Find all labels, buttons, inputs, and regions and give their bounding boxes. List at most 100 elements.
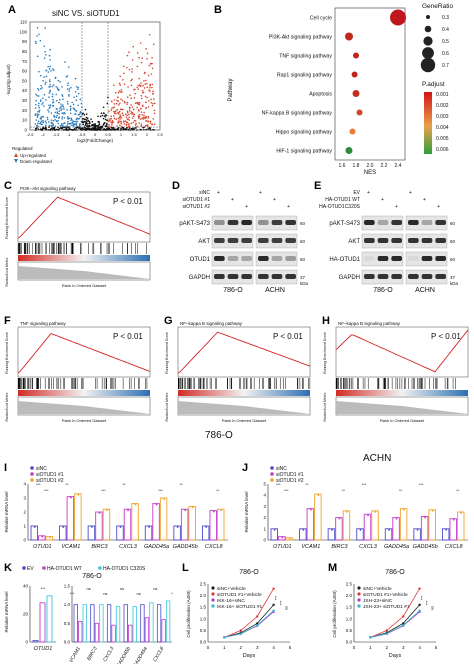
volcano-point (80, 115, 82, 118)
volcano-point (39, 74, 42, 77)
volcano-point (149, 122, 152, 124)
volcano-point (147, 106, 150, 108)
treatment-label: HA-OTUD1C320S (319, 204, 361, 210)
protein-band (421, 274, 433, 279)
volcano-point (53, 116, 56, 118)
volcano-point (36, 94, 38, 97)
x-tick-label: 4 (272, 645, 275, 650)
volcano-point (86, 123, 89, 125)
volcano-point (64, 112, 66, 115)
bar (149, 602, 154, 643)
significance-label: *** (36, 482, 41, 487)
volcano-point (100, 127, 103, 129)
volcano-point (140, 118, 142, 121)
volcano-point (58, 110, 61, 112)
volcano-point (146, 96, 148, 99)
volcano-point (35, 93, 37, 96)
volcano-point (73, 107, 75, 110)
volcano-point (42, 101, 44, 104)
volcano-point (102, 117, 105, 120)
pathway-label: TNF signaling pathway (279, 54, 332, 60)
bar (45, 536, 54, 541)
volcano-point (61, 124, 63, 126)
protein-band (214, 238, 225, 243)
volcano-point (34, 40, 37, 43)
rank-metric-area (18, 401, 150, 414)
kda-marker: 60 (450, 221, 456, 226)
significance-label: *** (279, 600, 284, 605)
x-tick-label: 0 (207, 645, 210, 650)
pathway-label: Hippo signaling pathway (276, 130, 333, 136)
volcano-point (149, 86, 151, 89)
volcano-point (85, 119, 88, 121)
volcano-point (126, 111, 129, 114)
volcano-point (63, 126, 65, 129)
volcano-point (120, 91, 122, 93)
volcano-point (132, 115, 135, 118)
panel-c: C PI3K–Akt signaling pathway P < 0.01 Runn… (0, 180, 165, 292)
bar-point (460, 512, 463, 514)
panel-b: B Cell cycle PI3K-Akt signaling pathway TN… (210, 0, 474, 176)
volcano-point (48, 111, 50, 113)
volcano-point (49, 83, 51, 86)
volcano-point (75, 122, 78, 125)
volcano-point (45, 75, 48, 78)
volcano-point (71, 101, 73, 104)
volcano-point (36, 26, 39, 29)
panel-f: F TNF signaling pathway P < 0.01 Running E… (0, 315, 165, 427)
volcano-point (119, 124, 121, 127)
volcano-point (68, 128, 71, 131)
panel-label-b: B (214, 4, 222, 16)
bar-point (452, 518, 455, 521)
volcano-point (145, 48, 147, 50)
volcano-point (49, 59, 51, 61)
volcano-point (125, 127, 128, 129)
rank-gradient-bar (18, 390, 150, 396)
y-axis-label: Running Enrichment Score (323, 332, 327, 374)
protein-band (241, 274, 252, 279)
bar (128, 624, 133, 643)
volcano-point (42, 116, 45, 118)
bar-point (309, 508, 312, 511)
cell-line-label: 786-O (385, 569, 405, 576)
volcano-point (43, 105, 45, 107)
bar-point (127, 509, 129, 512)
bar-point (388, 528, 390, 531)
volcano-point (94, 123, 96, 126)
enrichment-score-line (335, 329, 469, 373)
bar (87, 525, 96, 541)
volcano-point (111, 128, 114, 130)
color-legend-label: 0.005 (436, 136, 449, 142)
color-legend-label: 0.004 (436, 125, 449, 131)
y-tick-label: 30 (22, 98, 28, 103)
volcano-point (61, 112, 64, 114)
volcano-point (85, 127, 88, 130)
treatment-label: siNC (199, 190, 210, 196)
volcano-point (92, 126, 94, 129)
significance-label: ns (284, 606, 289, 610)
volcano-point (111, 107, 113, 109)
proliferation-chart-l: 786-O 0.0 0.5 1.0 1.5 2.0 2.5 0 1 2 3 4 5 Days Cell pr… (186, 569, 292, 659)
volcano-point (48, 121, 50, 123)
volcano-point (48, 68, 51, 70)
volcano-point (45, 54, 47, 56)
volcano-point (50, 112, 53, 114)
volcano-point (130, 122, 132, 125)
series-point (369, 636, 372, 639)
volcano-point (35, 99, 37, 102)
volcano-point (82, 128, 85, 131)
volcano-point (124, 120, 127, 122)
bar-point (416, 528, 419, 531)
volcano-point (138, 102, 141, 104)
volcano-point (76, 125, 78, 127)
volcano-point (49, 80, 51, 83)
volcano-point (148, 89, 150, 91)
volcano-point (130, 97, 132, 100)
volcano-point (63, 129, 65, 131)
volcano-point (34, 129, 37, 131)
legend-label: siOTUD1 #1 (36, 472, 64, 478)
volcano-plot: siNC VS. siOTUD1010203040506070809010011… (6, 9, 164, 164)
volcano-point (144, 95, 147, 98)
pathway-label: Cell cycle (310, 16, 332, 22)
